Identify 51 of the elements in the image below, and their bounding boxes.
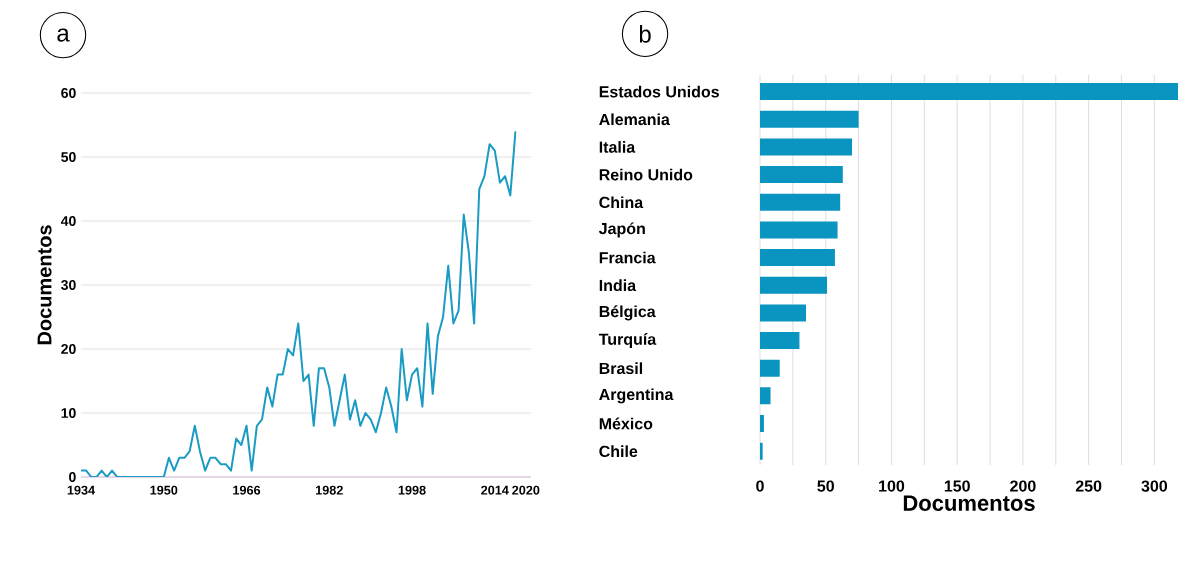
bar xyxy=(760,138,853,156)
bar xyxy=(760,359,780,377)
chart-title: a xyxy=(57,28,70,42)
bar xyxy=(760,304,807,322)
x-tick-label: 1998 xyxy=(398,485,426,495)
bar xyxy=(760,166,843,184)
y-tick-label: Chile xyxy=(599,445,638,458)
x-tick-label: 0 xyxy=(756,480,764,492)
y-tick-label: 60 xyxy=(61,88,76,98)
bar xyxy=(760,110,859,128)
y-tick-label: China xyxy=(599,196,644,209)
y-tick-label: 40 xyxy=(60,216,76,226)
x-tick-label: 200 xyxy=(1010,480,1036,492)
x-tick-label: 1966 xyxy=(233,485,261,495)
x-tick-label: 50 xyxy=(817,480,834,492)
y-tick-label: Reino Unido xyxy=(599,168,693,181)
bar xyxy=(760,276,828,294)
y-tick-label: 10 xyxy=(61,408,76,418)
y-tick-label: Turquía xyxy=(598,333,657,349)
y-tick-label: Estados Unidos xyxy=(599,85,719,98)
x-tick-label: 1950 xyxy=(150,485,178,495)
y-tick-label: India xyxy=(599,279,637,292)
bar xyxy=(760,193,841,211)
x-tick-label: 2020 xyxy=(512,485,540,495)
bar xyxy=(760,387,771,405)
bar xyxy=(760,249,835,267)
bar xyxy=(760,332,800,350)
bar xyxy=(760,83,1178,101)
x-tick-label: 250 xyxy=(1075,480,1102,492)
y-tick-label: Brasil xyxy=(599,362,643,375)
y-tick-label: Alemania xyxy=(599,113,670,126)
y-tick-label: Argentina xyxy=(599,388,674,404)
y-tick-label: 30 xyxy=(61,280,76,290)
x-tick-label: 1982 xyxy=(315,485,343,495)
x-tick-label: 150 xyxy=(944,480,970,492)
y-tick-label: 20 xyxy=(61,344,76,354)
y-tick-label: Bélgica xyxy=(599,305,656,321)
y-axis-title: Documentos xyxy=(37,225,52,345)
y-tick-label: Francia xyxy=(599,251,656,264)
y-tick-label: Italia xyxy=(599,141,636,153)
y-tick-label: México xyxy=(599,417,653,430)
bar xyxy=(760,221,838,239)
x-axis-title: Documentos xyxy=(903,495,1035,511)
x-tick-label: 300 xyxy=(1141,480,1168,492)
y-tick-label: 0 xyxy=(69,472,76,482)
x-tick-label: 100 xyxy=(879,480,905,492)
x-tick-label: 1934 xyxy=(67,485,96,495)
chart-title: b xyxy=(639,25,651,43)
y-tick-label: 50 xyxy=(61,152,76,162)
y-tick-label: Japón xyxy=(598,222,645,238)
x-tick-label: 2014 xyxy=(481,485,509,495)
